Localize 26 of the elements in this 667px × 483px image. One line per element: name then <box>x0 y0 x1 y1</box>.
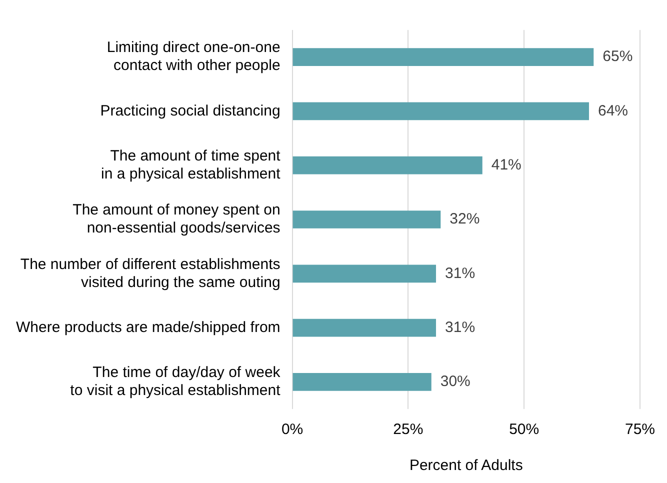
bar <box>292 372 432 391</box>
y-tick-label: The amount of money spent on non-essential goods/services <box>72 202 280 237</box>
x-axis-title: Percent of Adults <box>409 457 523 474</box>
y-tick-label: The amount of time spent in a physical establishment <box>101 148 282 182</box>
bar <box>292 210 441 228</box>
y-tick-label: Practicing social distancing <box>100 102 280 120</box>
bar <box>292 156 482 174</box>
data-label: 65% <box>602 48 633 66</box>
bar <box>292 48 594 66</box>
data-label: 31% <box>445 318 476 336</box>
bar <box>292 102 589 120</box>
data-label: 41% <box>491 156 522 174</box>
x-tick-label: 50% <box>509 421 540 438</box>
data-label: 30% <box>440 373 470 390</box>
y-tick-label: Where products are made/shipped from <box>16 318 280 336</box>
bar <box>292 318 436 337</box>
bar <box>292 264 436 283</box>
data-label: 64% <box>598 102 628 120</box>
x-tick-label: 0% <box>281 421 304 438</box>
y-tick-label: The time of day/day of week to visit a physical establishment <box>70 364 282 400</box>
y-tick-label: The number of different establishments visited during the same outing <box>20 256 280 291</box>
x-tick-label: 25% <box>393 421 424 438</box>
data-label: 31% <box>445 264 476 282</box>
data-label: 32% <box>450 210 480 228</box>
x-tick-label: 75% <box>624 421 656 438</box>
y-tick-label: Limiting direct one-on-one contact with other people <box>106 39 280 74</box>
